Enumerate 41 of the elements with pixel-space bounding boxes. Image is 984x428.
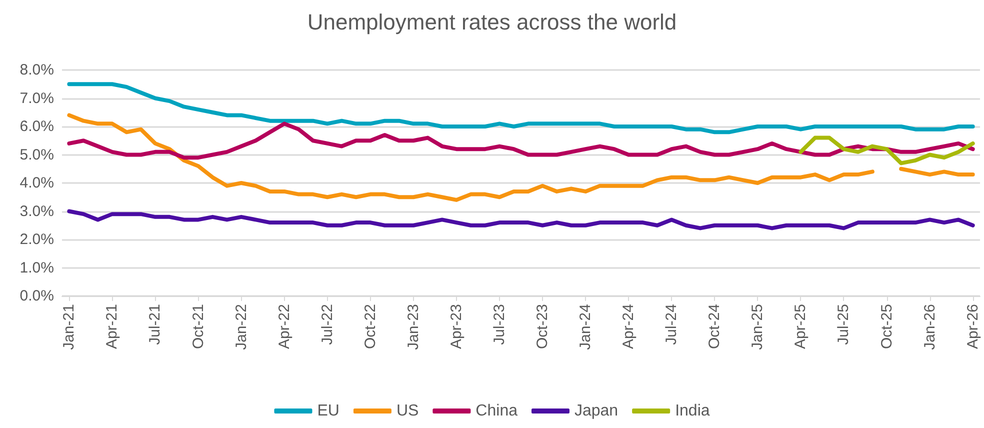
x-tick-label: Jul-25	[835, 304, 852, 345]
x-tick-label: Oct-23	[534, 304, 552, 350]
x-tick-label: Jan-25	[749, 304, 766, 350]
x-tick-label: Apr-24	[620, 304, 638, 350]
y-tick-label: 5.0%	[20, 146, 54, 164]
legend-label: EU	[317, 402, 340, 420]
line-series	[67, 209, 975, 230]
y-tick-label: 2.0%	[20, 231, 54, 248]
x-tick-label: Oct-24	[706, 304, 724, 350]
x-tick-label: Jan-24	[577, 304, 594, 350]
y-tick-label: 8.0%	[20, 62, 54, 78]
x-tick-label: Apr-25	[792, 304, 810, 350]
x-tick-label: Oct-25	[878, 304, 896, 350]
x-tick-label: Jan-21	[60, 304, 78, 350]
x-tick-label: Apr-22	[276, 304, 293, 350]
y-tick-label: 1.0%	[20, 259, 54, 276]
legend-label: US	[396, 402, 419, 420]
x-tick-label: Jan-26	[921, 304, 938, 350]
x-tick-label: Apr-23	[448, 304, 465, 350]
legend-label: Japan	[574, 402, 618, 420]
chart-title: Unemployment rates across the world	[307, 10, 677, 34]
x-tick-label: Jul-21	[146, 304, 164, 345]
x-tick-label: Jan-23	[404, 304, 422, 350]
line-series	[67, 122, 975, 160]
y-tick-label: 6.0%	[20, 118, 54, 135]
line-series	[67, 82, 975, 134]
x-tick-label: Apr-21	[104, 304, 121, 350]
y-tick-label: 4.0%	[20, 174, 54, 192]
x-tick-label: Jan-22	[232, 304, 250, 350]
y-tick-label: 3.0%	[20, 202, 54, 220]
legend-label: China	[476, 402, 518, 420]
x-tick-label: Oct-22	[362, 304, 379, 350]
x-tick-label: Jul-23	[490, 304, 508, 345]
line-series	[798, 136, 975, 166]
y-tick-label: 0.0%	[20, 288, 54, 304]
x-tick-label: Oct-21	[190, 304, 207, 350]
legend-label: India	[675, 402, 710, 420]
x-tick-label: Jul-24	[663, 304, 680, 345]
y-tick-label: 7.0%	[20, 90, 54, 107]
x-tick-label: Jul-22	[318, 304, 336, 345]
x-tick-label: Apr-26	[964, 304, 982, 350]
